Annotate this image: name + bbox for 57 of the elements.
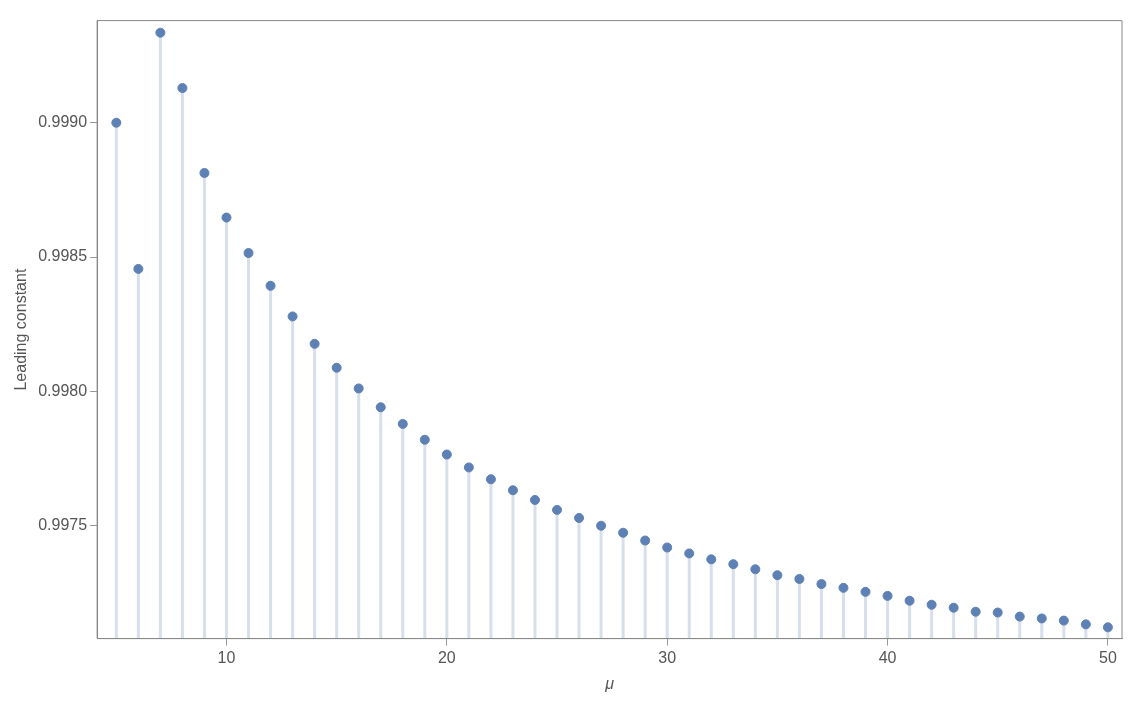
point (596, 520, 607, 531)
point (199, 167, 210, 178)
point (750, 564, 761, 575)
point (221, 212, 232, 223)
x-tick-label: 50 (1099, 648, 1117, 666)
x-tick-label: 40 (878, 648, 897, 666)
point (287, 311, 298, 322)
point (926, 599, 937, 610)
point (948, 602, 959, 613)
point (1102, 622, 1113, 633)
point (265, 280, 276, 291)
point (706, 554, 717, 565)
point (419, 434, 430, 445)
point (243, 248, 254, 259)
point (992, 607, 1003, 618)
y-tick-label: 0.9990 (38, 113, 88, 131)
point (860, 586, 871, 597)
point (485, 474, 496, 485)
y-axis-title: Leading constant (12, 268, 30, 391)
point (155, 27, 166, 38)
point (574, 512, 585, 523)
x-tick-label: 10 (217, 648, 236, 666)
point (684, 548, 695, 559)
x-tick-label: 30 (658, 648, 677, 666)
point (133, 263, 144, 274)
point (640, 535, 651, 546)
point (794, 573, 805, 584)
point (507, 485, 518, 496)
point (882, 590, 893, 601)
point (353, 383, 364, 394)
x-axis-title: μ (604, 674, 615, 692)
point (529, 494, 540, 505)
point (1058, 615, 1069, 626)
point (1014, 611, 1025, 622)
point (441, 449, 452, 460)
y-tick-label: 0.9980 (38, 381, 88, 399)
point (309, 338, 320, 349)
point (772, 570, 783, 581)
x-tick-label: 20 (437, 648, 456, 666)
point (662, 542, 673, 553)
y-tick-label: 0.9975 (38, 516, 88, 534)
point (816, 579, 827, 590)
point (1036, 613, 1047, 624)
point (463, 462, 474, 473)
y-tick-label: 0.9985 (38, 247, 88, 265)
point (904, 595, 915, 606)
point (375, 402, 386, 413)
point (1080, 619, 1091, 630)
point (552, 504, 563, 515)
point (838, 582, 849, 593)
point (331, 362, 342, 373)
point (397, 418, 408, 429)
point (618, 527, 629, 538)
point (111, 117, 122, 128)
point (970, 606, 981, 617)
point (177, 83, 188, 94)
point (728, 559, 739, 570)
